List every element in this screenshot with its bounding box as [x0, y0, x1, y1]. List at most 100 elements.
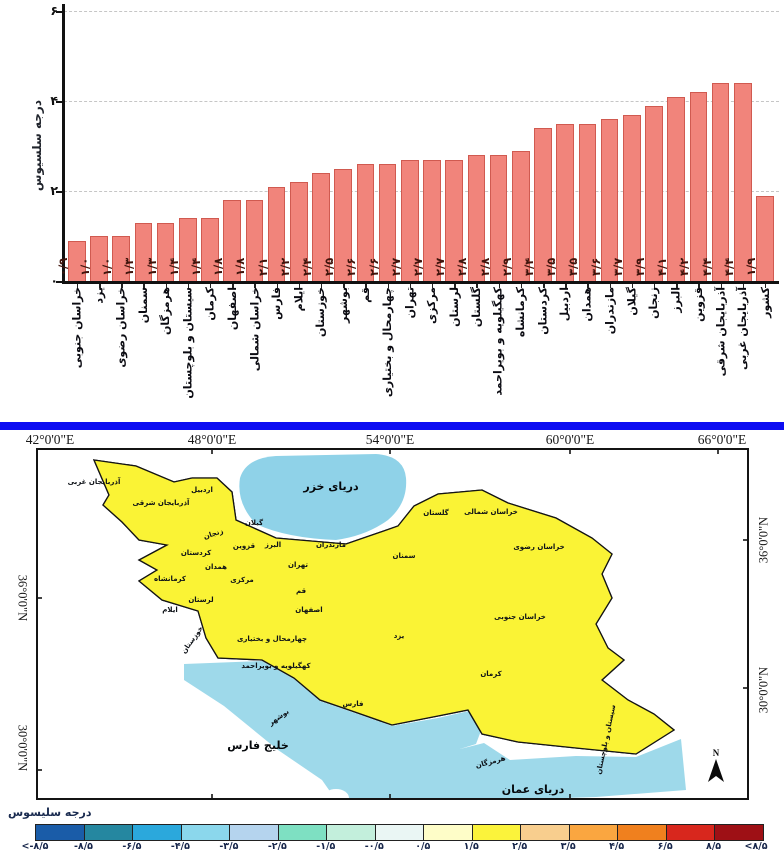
province-label: اردبیل [191, 486, 213, 494]
legend-segment [326, 825, 375, 840]
province-label: گلستان [423, 508, 449, 517]
bar-value-label: ۱/۳ [122, 257, 137, 276]
sea-label: دریای خزر [302, 480, 359, 493]
province-label: قزوین [233, 542, 256, 550]
x-tick [520, 283, 523, 288]
province-label: سمنان [392, 552, 415, 560]
x-tick [365, 283, 367, 288]
bar: ۴/۴ [700, 83, 730, 281]
persian-gulf [184, 661, 482, 800]
province-label: اصفهان [295, 606, 322, 614]
x-tick [565, 283, 567, 288]
province-label: کرمانشاه [154, 575, 187, 583]
legend-tick-label: -۲/۵ [267, 841, 287, 852]
gridline-6 [64, 11, 779, 12]
separator-bar [0, 422, 784, 430]
x-axis-label: همدان [580, 287, 594, 322]
bar: ۱/۳ [122, 222, 153, 281]
iran-map: N دریای خزر خلیج فارس دریای عمان آذربایجان … [36, 448, 749, 800]
legend-segment [180, 825, 230, 840]
province-label: کرمان [480, 670, 502, 678]
legend-tick-label: ۸/۵ [706, 841, 722, 852]
bar-value-label: ۴/۱ [655, 257, 670, 276]
bar-value-label: ۱/۴ [188, 257, 203, 276]
longitude-label: 66°0'0"E [697, 432, 747, 447]
bar: ۱/۰ [100, 236, 130, 281]
x-axis-label: لرستان [447, 287, 461, 327]
x-tick [676, 283, 678, 288]
province-label: قم [296, 587, 306, 595]
x-axis-label: کشور [758, 287, 772, 318]
x-tick [543, 283, 545, 288]
bar: ۴/۴ [722, 83, 752, 281]
x-axis-label: خراسان شمالی [247, 287, 261, 372]
y-tick-mark [56, 191, 62, 193]
bar-value-label: ۲/۴ [299, 257, 314, 276]
bar: ۲/۱ [256, 186, 286, 281]
x-tick [742, 283, 745, 288]
bar-value-label: ۲/۹ [499, 257, 514, 276]
bar-value-label: ۳/۹ [632, 257, 647, 276]
x-tick [298, 283, 301, 288]
legend-colorbar [35, 824, 764, 841]
bar: ۲/۸ [478, 155, 508, 281]
sea-label: خلیج فارس [227, 739, 289, 752]
x-tick [609, 283, 611, 288]
gridline-4 [64, 101, 779, 102]
bar-value-label: ۱/۸ [211, 257, 226, 276]
x-axis-label: فارس [270, 287, 283, 320]
x-tick [587, 283, 589, 288]
x-axis-label: مرکزی [425, 287, 439, 324]
bar: ۲/۷ [389, 159, 419, 281]
longitude-label: 60°0'0"E [545, 432, 595, 447]
gridline-2 [64, 191, 779, 192]
legend-segment [423, 825, 472, 840]
bar-value-label: ۴/۴ [721, 257, 736, 276]
x-axis-label: خراسان رضوی [114, 287, 128, 368]
bar-value-label: ۲/۶ [344, 257, 359, 276]
legend-tick-label: <۸/۵ [744, 841, 768, 852]
x-tick [764, 283, 767, 288]
x-axis-label: قم [358, 287, 372, 303]
oman-sea [454, 739, 686, 800]
x-tick [498, 283, 501, 288]
bar-value-label: ۱/۹ [743, 257, 758, 276]
x-axis-label: سیستان و بلوچستان [181, 287, 195, 399]
x-tick [320, 283, 323, 288]
bar: ۱/۳ [145, 222, 175, 281]
bar: ۱/۸ [233, 200, 264, 281]
legend-tick-label: ۳/۵ [560, 841, 576, 852]
latitude-label: 36°0'0"N [15, 574, 30, 622]
x-axis-label: کردستان [536, 287, 550, 335]
legend-tick-label: -۶/۵ [122, 841, 142, 852]
x-tick [720, 283, 722, 288]
x-axis-label: البرز [669, 287, 683, 313]
province-label: کهگیلویه و بویراحمد [241, 661, 311, 670]
x-tick [232, 283, 234, 288]
x-tick [631, 283, 634, 288]
y-axis [62, 4, 65, 283]
bar-value-label: ۳/۷ [610, 257, 625, 276]
bar-value-label: ۴/۴ [699, 257, 714, 276]
bar-value-label: ۲/۷ [433, 257, 448, 276]
latitude-label: 30°0'0"N [756, 666, 771, 714]
longitude-label: 54°0'0"E [365, 432, 415, 447]
bar: ۳/۴ [522, 128, 552, 281]
bar: ۳/۵ [544, 123, 574, 281]
bar: ۴/۲ [677, 92, 708, 281]
legend-segment [714, 825, 763, 840]
x-tick [99, 283, 101, 288]
x-tick [187, 283, 190, 288]
province-label: مازندران [316, 541, 346, 549]
legend-tick-label: -۱/۵ [316, 841, 336, 852]
x-tick [653, 283, 656, 288]
bar: ۳/۷ [611, 114, 641, 281]
x-axis-label: کرمانشاه [514, 287, 528, 338]
bar-value-label: ۲/۲ [277, 257, 292, 276]
bar: ۲/۶ [367, 164, 397, 281]
bar: ۲/۲ [278, 182, 308, 281]
x-tick [121, 283, 123, 288]
legend-title: درجه سلیسوس [8, 806, 92, 819]
x-axis-label: خوزستان [314, 287, 328, 337]
